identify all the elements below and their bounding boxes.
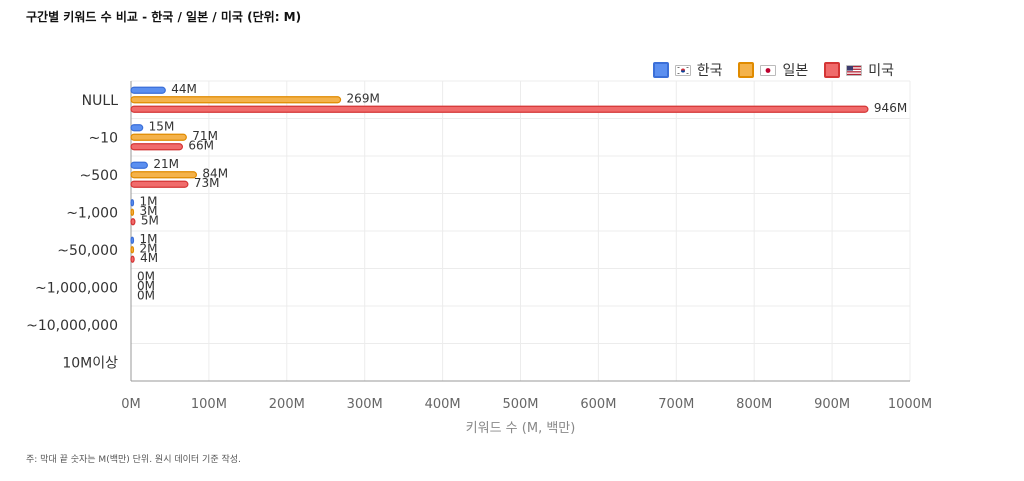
bar-usa (130, 180, 189, 188)
bar-value-label: 15M (149, 119, 175, 133)
bar-value-label: 946M (874, 101, 907, 115)
bar-usa (130, 105, 869, 113)
bar-japan (130, 133, 187, 141)
legend-swatch-korea (652, 62, 669, 78)
category-label: ~50,000 (57, 243, 118, 259)
x-tick-label: 100M (191, 397, 227, 412)
category-label: ~500 (80, 168, 118, 184)
bar-usa (130, 143, 184, 151)
x-tick-label: 400M (425, 397, 461, 412)
bar-value-label: 269M (347, 91, 380, 105)
x-tick-label: 900M (814, 397, 850, 412)
x-tick-label: 300M (347, 397, 383, 412)
legend-label-japan: 일본 (782, 63, 809, 79)
bar-value-label: 21M (153, 157, 179, 171)
category-label: NULL (82, 93, 119, 109)
x-tick-label: 800M (736, 397, 772, 412)
bar-value-label: 71M (192, 129, 218, 143)
category-label: ~10,000,000 (26, 318, 118, 334)
legend-item-korea[interactable]: 한국 (652, 60, 723, 80)
bar-value-label: 0M (137, 269, 155, 283)
legend-label-korea: 한국 (696, 63, 723, 79)
category-label: ~1,000,000 (35, 280, 118, 296)
x-tick-label: 600M (580, 397, 616, 412)
legend-swatch-usa (824, 62, 841, 78)
bar-usa (130, 255, 135, 263)
bar-value-label: 2M (140, 241, 158, 255)
chart-legend: 한국 일본 미국 (652, 60, 894, 80)
bar-value-label: 73M (194, 176, 220, 190)
bar-value-label: 66M (188, 138, 214, 152)
bar-value-label: 84M (202, 166, 228, 180)
x-axis-title: 키워드 수 (M, 백만) (466, 421, 576, 436)
bar-korea (130, 86, 166, 94)
x-tick-label: 1000M (888, 397, 932, 412)
bar-value-label: 4M (140, 251, 158, 265)
bar-korea (130, 161, 148, 169)
legend-label-usa: 미국 (868, 63, 894, 79)
bar-korea (130, 236, 135, 244)
bar-value-label: 0M (137, 279, 155, 293)
x-tick-label: 700M (658, 397, 694, 412)
bar-japan (130, 171, 198, 179)
bar-japan (130, 246, 135, 254)
bar-korea (130, 124, 144, 132)
x-tick-label: 500M (502, 397, 538, 412)
legend-item-usa[interactable]: 미국 (824, 60, 894, 80)
category-label: ~10 (88, 130, 118, 146)
x-tick-label: 200M (269, 397, 305, 412)
x-tick-label: 0M (121, 397, 141, 412)
legend-item-japan[interactable]: 일본 (738, 60, 808, 80)
bar-value-label: 5M (141, 213, 159, 227)
bar-value-label: 1M (140, 194, 158, 208)
bar-value-label: 1M (140, 232, 158, 246)
us-flag-icon (846, 64, 863, 76)
bar-usa (130, 218, 136, 226)
bar-korea (130, 199, 135, 207)
footnote: 주: 막대 끝 숫자는 M(백만) 단위. 원시 데이터 기준 작성. (26, 455, 241, 465)
bar-japan (130, 96, 342, 104)
category-label: ~1,000 (66, 205, 118, 221)
legend-swatch-japan (738, 62, 755, 78)
jp-flag-icon (760, 64, 777, 76)
bar-japan (130, 208, 135, 216)
category-label: 10M이상 (62, 355, 118, 371)
bar-value-label: 44M (171, 82, 197, 96)
kr-flag-icon (674, 64, 691, 76)
chart-title: 구간별 키워드 수 비교 - 한국 / 일본 / 미국 (단위: M) (26, 10, 302, 24)
bar-value-label: 3M (140, 204, 158, 218)
bar-value-label: 0M (137, 288, 155, 302)
